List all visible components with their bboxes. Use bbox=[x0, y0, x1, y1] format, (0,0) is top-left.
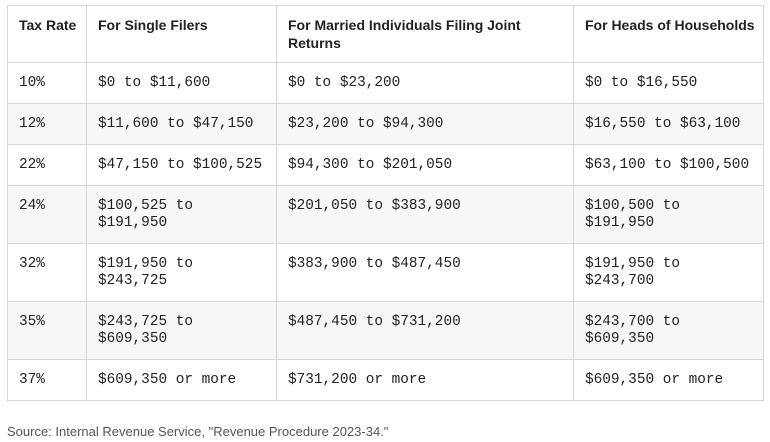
table-cell: $383,900 to $487,450 bbox=[276, 243, 574, 302]
table-cell: $0 to $11,600 bbox=[86, 62, 277, 104]
table-cell: 24% bbox=[7, 185, 87, 244]
table-cell: $609,350 or more bbox=[573, 359, 764, 401]
table-row: 35% $243,725 to $609,350 $487,450 to $731,… bbox=[7, 301, 764, 360]
table-cell: $94,300 to $201,050 bbox=[276, 144, 574, 186]
table-cell: $731,200 or more bbox=[276, 359, 574, 401]
table-cell: $16,550 to $63,100 bbox=[573, 103, 764, 145]
table-row: 37% $609,350 or more $731,200 or more $609,… bbox=[7, 359, 764, 401]
table-cell: $23,200 to $94,300 bbox=[276, 103, 574, 145]
header-cell: Tax Rate bbox=[7, 5, 87, 63]
tax-table: Tax Rate For Single Filers For Married Ind… bbox=[7, 5, 764, 401]
table-cell: 10% bbox=[7, 62, 87, 104]
table-row: 32% $191,950 to $243,725 $383,900 to $487,… bbox=[7, 243, 764, 302]
table-cell: $609,350 or more bbox=[86, 359, 277, 401]
table-cell: 35% bbox=[7, 301, 87, 360]
table-cell: $47,150 to $100,525 bbox=[86, 144, 277, 186]
table-cell: $243,700 to $609,350 bbox=[573, 301, 764, 360]
table-row: 12% $11,600 to $47,150 $23,200 to $94,300 $… bbox=[7, 103, 764, 145]
header-row: Tax Rate For Single Filers For Married Ind… bbox=[7, 5, 764, 63]
source-note: Source: Internal Revenue Service, "Reven… bbox=[7, 424, 389, 439]
table-cell: $191,950 to $243,700 bbox=[573, 243, 764, 302]
table-cell: 37% bbox=[7, 359, 87, 401]
header-cell: For Married Individuals Filing Joint Ret… bbox=[276, 5, 574, 63]
table-cell: $0 to $23,200 bbox=[276, 62, 574, 104]
table-body: 10% $0 to $11,600 $0 to $23,200 $0 to $16,5… bbox=[7, 62, 764, 401]
table-cell: $487,450 to $731,200 bbox=[276, 301, 574, 360]
table-row: 22% $47,150 to $100,525 $94,300 to $201,05… bbox=[7, 144, 764, 186]
table-row: 10% $0 to $11,600 $0 to $23,200 $0 to $16,5… bbox=[7, 62, 764, 104]
table-cell: $243,725 to $609,350 bbox=[86, 301, 277, 360]
header-cell: For Single Filers bbox=[86, 5, 277, 63]
table-cell: $11,600 to $47,150 bbox=[86, 103, 277, 145]
table-cell: 12% bbox=[7, 103, 87, 145]
table-cell: $63,100 to $100,500 bbox=[573, 144, 764, 186]
table-cell: $100,500 to $191,950 bbox=[573, 185, 764, 244]
table-cell: $0 to $16,550 bbox=[573, 62, 764, 104]
table-cell: $100,525 to $191,950 bbox=[86, 185, 277, 244]
table-row: 24% $100,525 to $191,950 $201,050 to $383,… bbox=[7, 185, 764, 244]
header-cell: For Heads of Households bbox=[573, 5, 764, 63]
table-cell: 22% bbox=[7, 144, 87, 186]
table-cell: $201,050 to $383,900 bbox=[276, 185, 574, 244]
table-cell: $191,950 to $243,725 bbox=[86, 243, 277, 302]
table-cell: 32% bbox=[7, 243, 87, 302]
